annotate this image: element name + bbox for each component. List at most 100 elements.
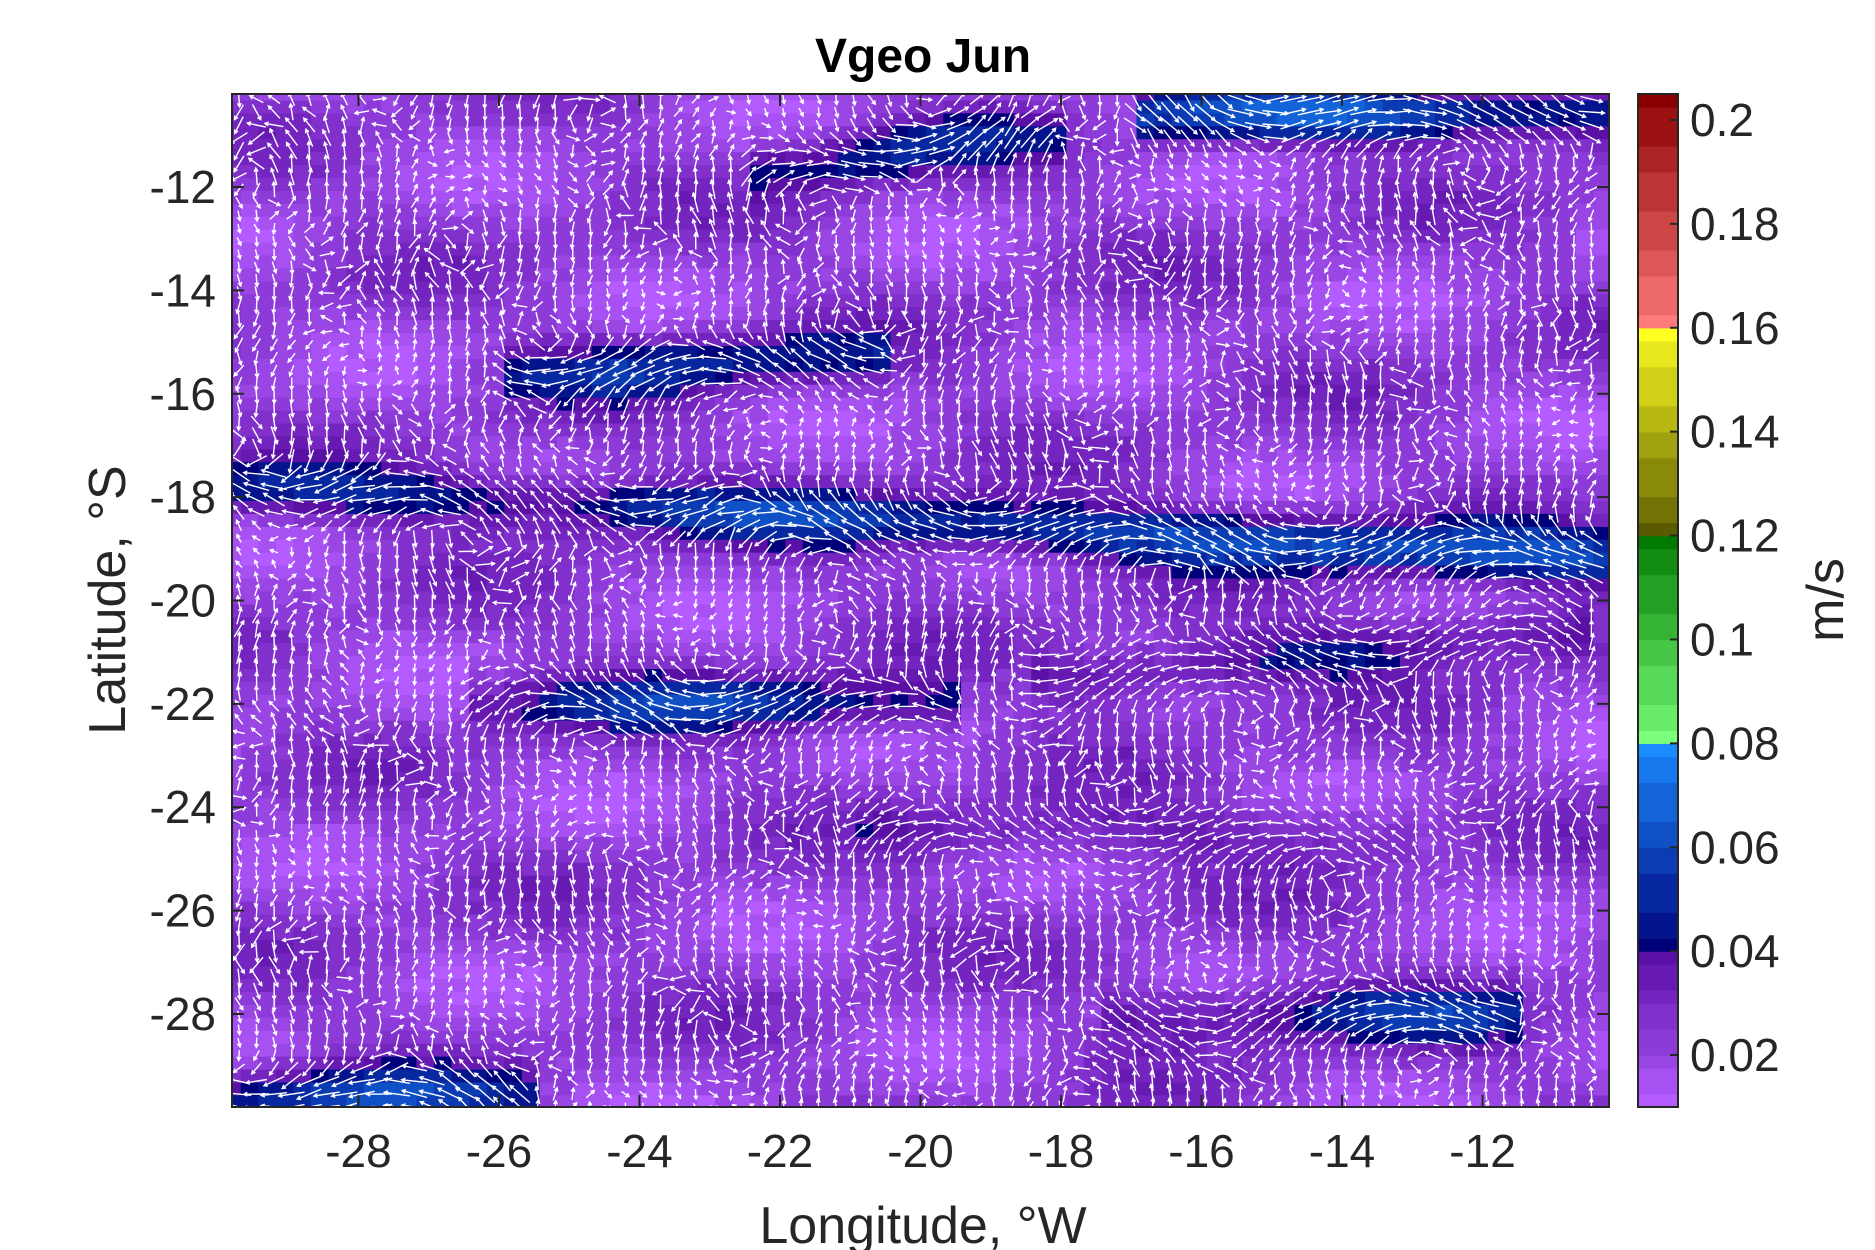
heat-cell — [1171, 165, 1190, 179]
heat-cell — [1417, 139, 1436, 153]
heat-cell — [1487, 165, 1506, 179]
heat-cell — [627, 113, 646, 127]
heat-cell — [258, 152, 277, 166]
heat-cell — [1136, 94, 1155, 101]
heat-cell — [469, 190, 488, 205]
heat-cell — [1013, 100, 1032, 114]
heat-cell — [1154, 190, 1173, 205]
heat-cell — [1259, 139, 1278, 153]
heat-cell — [486, 165, 505, 179]
heat-cell — [732, 113, 751, 127]
heat-cell — [1206, 94, 1225, 101]
heat-cell — [592, 203, 611, 218]
heat-cell — [469, 178, 488, 192]
heat-cell — [1593, 178, 1609, 192]
heat-cell — [1382, 139, 1401, 153]
heat-cell — [381, 190, 400, 205]
heat-cell — [1048, 190, 1067, 205]
heat-cell — [1364, 152, 1384, 166]
heat-cell — [346, 178, 365, 192]
heat-cell — [873, 126, 892, 140]
heat-cell — [732, 203, 751, 218]
heat-cell — [820, 203, 839, 218]
heat-cell — [802, 190, 821, 205]
heat-cell — [258, 94, 277, 101]
heat-cell — [521, 178, 540, 192]
heat-cell — [838, 94, 857, 101]
heat-cell — [1013, 190, 1032, 205]
heat-cell — [1154, 152, 1173, 166]
heat-cell — [469, 126, 488, 140]
heat-cell — [1083, 100, 1102, 114]
heat-cell — [1259, 94, 1278, 101]
heat-cell — [232, 100, 242, 114]
heat-cell — [627, 165, 646, 179]
heat-cell — [398, 203, 418, 218]
heat-cell — [1048, 94, 1067, 101]
heat-cell — [908, 113, 927, 127]
heat-cell — [750, 139, 769, 153]
heat-cell — [1083, 165, 1102, 179]
heat-cell — [1277, 190, 1296, 205]
heat-cell — [1136, 152, 1155, 166]
heat-cell — [767, 100, 786, 114]
heat-cell — [451, 178, 470, 192]
heat-cell — [1066, 190, 1085, 205]
heat-cell — [802, 203, 821, 218]
heat-cell — [1347, 178, 1366, 192]
heat-cell — [978, 94, 997, 101]
heat-cell — [398, 178, 418, 192]
heat-cell — [925, 100, 944, 114]
heat-cell — [1470, 94, 1489, 101]
heat-cell — [1452, 178, 1471, 192]
heat-cell — [873, 100, 892, 114]
heat-cell — [1154, 94, 1173, 101]
heat-cell — [1487, 152, 1506, 166]
heat-cell — [240, 94, 259, 101]
heat-cell — [785, 94, 804, 101]
heat-cell — [363, 165, 382, 179]
heat-cell — [240, 126, 259, 140]
heat-cell — [697, 94, 716, 101]
heat-cell — [750, 152, 769, 166]
heat-cell — [820, 178, 839, 192]
heat-cell — [627, 178, 646, 192]
heat-cell — [539, 178, 558, 192]
heat-cell — [715, 139, 734, 153]
heat-cell — [1048, 152, 1067, 166]
heat-cell — [1241, 100, 1261, 114]
heat-cell — [504, 100, 523, 114]
heat-cell — [240, 203, 259, 218]
heat-cell — [592, 100, 611, 114]
heat-cell — [1400, 100, 1419, 114]
heat-cell — [644, 100, 663, 114]
heat-cell — [1400, 152, 1419, 166]
heat-cell — [363, 190, 382, 205]
heat-cell — [644, 139, 663, 153]
heat-cell — [1101, 100, 1120, 114]
heat-cell — [434, 190, 453, 205]
heat-cell — [1312, 126, 1331, 140]
heat-cell — [855, 94, 874, 101]
heat-cell — [574, 178, 593, 192]
heat-cell — [943, 152, 962, 166]
heat-cell — [767, 152, 786, 166]
heat-cell — [679, 94, 699, 101]
heat-cell — [258, 178, 277, 192]
heat-cell — [1364, 139, 1384, 153]
heat-cell — [1171, 152, 1190, 166]
heat-cell — [1048, 113, 1067, 127]
heat-cell — [1277, 113, 1296, 127]
heat-cell — [1452, 94, 1471, 101]
heat-cell — [855, 165, 874, 179]
heat-cell — [767, 203, 786, 218]
heat-cell — [258, 113, 277, 127]
heat-cell — [1066, 178, 1085, 192]
heat-cell — [960, 94, 980, 101]
heat-cell — [1435, 113, 1454, 127]
heat-cell — [232, 94, 242, 101]
heat-cell — [1101, 94, 1120, 101]
heat-cell — [1031, 190, 1050, 205]
heat-cell — [1206, 139, 1225, 153]
heat-cell — [1154, 178, 1173, 192]
